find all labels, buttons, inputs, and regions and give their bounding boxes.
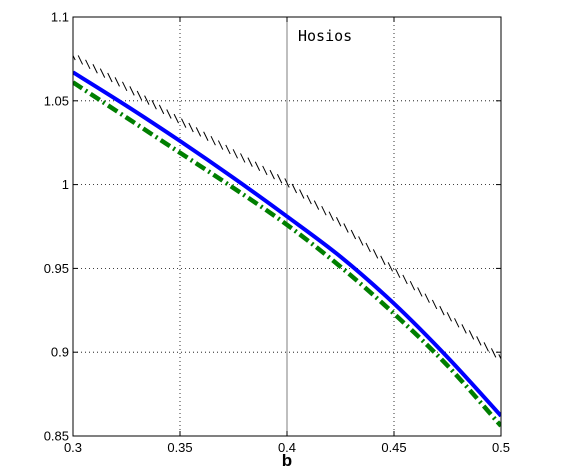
hatch-mark [483,342,489,352]
hatch-mark [181,118,187,128]
hatch-mark [431,299,438,310]
hatch-mark [299,189,305,199]
y-tick-label: 0.95 [44,261,69,276]
hatch-mark [313,200,320,210]
hatch-mark [166,109,172,119]
grid [73,17,501,436]
hatch-mark [409,280,416,291]
hatch-mark [144,95,150,105]
y-tick-label: 0.85 [44,429,69,444]
hatch-mark [387,262,393,272]
hatch-mark [107,72,113,83]
axis-ticks: 0.3 0.35 0.4 0.45 0.5 0.85 0.9 0.95 1 1.05 1.1 [44,10,510,456]
series-line [73,70,501,418]
hatch-mark [350,229,357,240]
x-tick-label: 0.3 [64,440,82,455]
hatch-mark [122,81,128,92]
hatch-mark [321,205,327,216]
hatch-mark [395,268,401,278]
x-tick-label: 0.5 [492,440,510,455]
hatch-mark [99,68,106,78]
x-axis-label: b [282,451,292,470]
x-tick-label: 0.35 [167,440,192,455]
hatch-mark [343,223,349,233]
hatch-mark [358,236,364,246]
hatch-mark [402,274,408,285]
series-1-hatched [73,54,501,361]
hatch-mark [446,312,452,322]
y-tick-label: 1.1 [51,10,69,25]
hatch-mark [85,59,91,70]
hatch-mark [247,157,253,167]
hatch-mark [336,217,342,227]
hatch-mark [380,255,386,266]
hatch-mark [454,318,460,328]
x-tick-label: 0.4 [278,440,296,455]
hatch-mark [151,100,157,110]
hatch-mark [461,324,467,334]
hatch-mark [203,131,209,141]
y-tick-label: 0.9 [51,345,69,360]
x-tick-label: 0.45 [381,440,406,455]
hatch-mark [210,135,216,146]
hatch-mark [188,122,194,133]
series-line [73,80,501,428]
hatch-mark [240,153,246,163]
hatch-mark [129,86,135,96]
hatch-mark [284,178,290,188]
hatch-mark [476,336,482,346]
hatch-mark [276,174,283,184]
hatch-mark [173,113,179,124]
hatch-mark [225,144,231,155]
hatch-mark [269,169,275,180]
y-tick-label: 1.05 [44,93,69,108]
hatch-mark [77,55,84,65]
hatch-mark [468,330,475,340]
hatch-mark [424,293,430,303]
hatch-mark [114,77,120,87]
hosios-annotation: Hosios [298,27,352,45]
series-layer [73,54,501,428]
hatch-mark [136,90,143,101]
hatch-mark [232,149,238,159]
hatch-mark [158,104,165,115]
hatch-mark [254,161,261,171]
series-2-solid [73,70,501,418]
hatch-mark [92,64,98,74]
hatch-mark [439,305,445,316]
hatch-mark [490,348,497,358]
hatch-mark [498,354,501,361]
hatch-mark [262,165,268,176]
y-tick-label: 1 [62,177,69,192]
hatch-mark [417,287,423,297]
hatch-mark [195,127,202,137]
hatch-mark [217,140,224,150]
hatch-mark [291,183,298,194]
series-3-dash-dot [73,80,501,428]
hatch-mark [306,194,312,205]
hatch-mark [73,54,76,61]
hatch-mark [372,249,379,259]
hatch-mark [328,211,334,221]
hatch-mark [365,242,371,253]
